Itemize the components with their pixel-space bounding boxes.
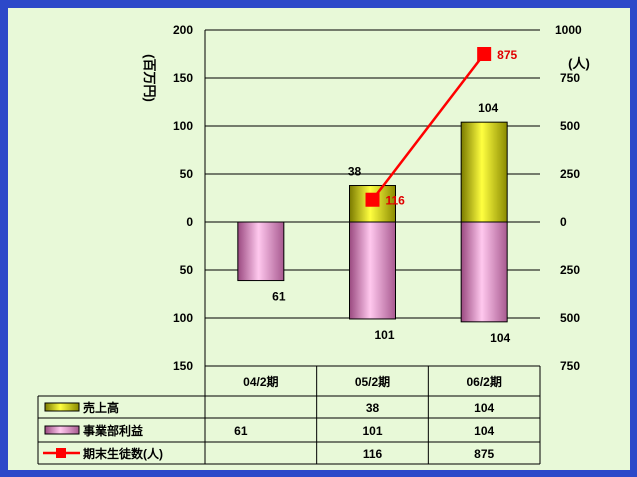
right-tick-label: 1000 [555, 23, 582, 37]
left-tick-label: 50 [180, 167, 194, 181]
legend-label: 期末生徒数(人) [83, 446, 163, 461]
bar [460, 221, 508, 323]
table-value: 104 [474, 401, 494, 415]
line-data-label: 875 [497, 48, 517, 62]
data-table [37, 365, 541, 465]
left-tick-label: 100 [173, 119, 193, 133]
line-point [365, 192, 380, 207]
bar-data-label: 104 [490, 331, 510, 345]
left-tick-label: 0 [186, 215, 193, 229]
legend-key [44, 402, 80, 412]
table-value: 38 [366, 401, 380, 415]
table-value: 101 [362, 424, 382, 438]
bar [349, 185, 396, 223]
legend-label: 売上高 [83, 400, 119, 415]
table-value: 875 [474, 447, 494, 461]
right-tick-label: 750 [560, 71, 580, 85]
line-series [365, 47, 492, 207]
right-tick-label: 250 [560, 167, 580, 181]
left-tick-label: 100 [173, 311, 193, 325]
bar [349, 221, 396, 320]
legend-key [44, 425, 80, 435]
left-tick-label: 50 [180, 263, 194, 277]
right-tick-label: 250 [560, 263, 580, 277]
left-tick-label: 200 [173, 23, 193, 37]
category-label: 04/2期 [243, 374, 278, 389]
line-data-label: 116 [386, 194, 406, 208]
chart-area: 200 150 100 50 0 50 100 150 1000 750 500 250 0 250 500… [8, 8, 630, 470]
series-line [371, 53, 486, 201]
bar [460, 121, 508, 223]
left-tick-label: 150 [173, 71, 193, 85]
right-tick-label: 750 [560, 359, 580, 373]
left-tick-label: 150 [173, 359, 193, 373]
bar [237, 221, 285, 282]
table-value: 61 [234, 424, 248, 438]
right-tick-label: 500 [560, 311, 580, 325]
category-label: 05/2期 [355, 374, 390, 389]
table-value: 116 [363, 447, 383, 461]
legend-key [56, 448, 66, 458]
table-value: 104 [474, 424, 494, 438]
bar-data-label: 104 [478, 101, 498, 115]
right-axis-title: (人) [568, 56, 590, 71]
bar-data-label: 38 [348, 165, 362, 179]
bars [237, 121, 508, 323]
left-axis-title: (百万円) [142, 54, 157, 102]
chart-svg: 2001501005005010015010007505002500250500… [37, 23, 590, 465]
legend-label: 事業部利益 [83, 423, 143, 438]
line-point [477, 47, 492, 61]
category-label: 06/2期 [466, 374, 501, 389]
right-tick-label: 500 [560, 119, 580, 133]
bar-data-label: 101 [374, 328, 394, 342]
right-tick-label: 0 [560, 215, 567, 229]
bar-data-label: 61 [272, 290, 286, 304]
chart-text: 2001501005005010015010007505002500250500… [83, 23, 590, 461]
